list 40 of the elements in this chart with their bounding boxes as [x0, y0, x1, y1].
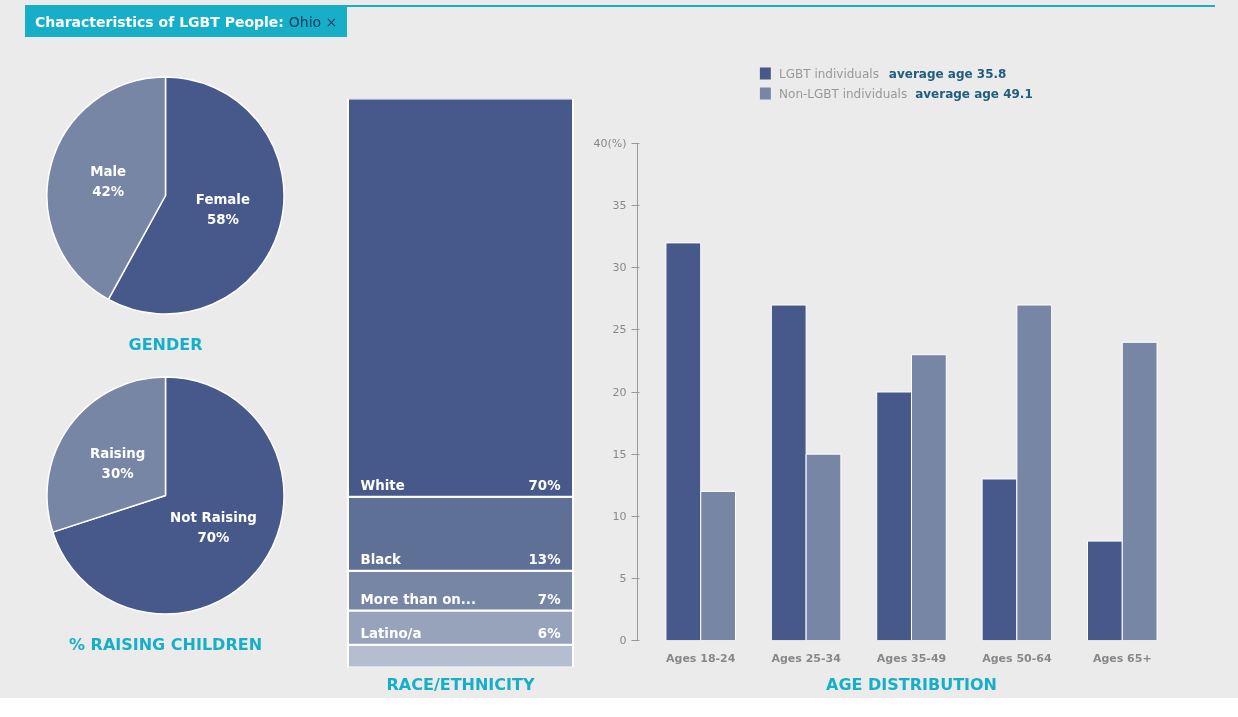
y-tick-label: 5 [619, 571, 627, 585]
text: % RAISING CHILDREN [68, 634, 263, 654]
y-tick-label: 30 [612, 261, 627, 275]
data-label: 30% [101, 465, 134, 481]
text: GENDER [128, 334, 203, 354]
y-tick-label: 15 [612, 447, 627, 461]
x-tick-label: Ages 18-24 [666, 651, 736, 665]
data-label: 70% [528, 478, 561, 494]
slice-label: Male [90, 164, 127, 180]
legend-label: Non-LGBT individuals [779, 86, 908, 101]
y-tick-label: 0 [619, 634, 627, 647]
y-tick-label: 35 [612, 199, 627, 213]
series-label: More than on... [360, 592, 476, 608]
text: average age 49.1 [915, 86, 1033, 101]
legend-label: LGBT individuals [779, 66, 879, 81]
x-tick-label: Ages 35-49 [876, 651, 947, 665]
series-label: White [360, 478, 405, 494]
series-label: Latino/a [360, 626, 422, 642]
text: AGE DISTRIBUTION [826, 674, 998, 694]
text: average age 35.8 [888, 66, 1007, 81]
data-label: 7% [537, 592, 561, 608]
x-tick-label: Ages 65+ [1092, 651, 1152, 665]
y-tick-label: 10 [612, 509, 627, 523]
data-label: 13% [528, 552, 561, 568]
x-tick-label: Ages 25-34 [771, 651, 842, 665]
y-tick-label: 20 [612, 385, 627, 399]
series-label: Black [360, 552, 403, 568]
text: Ohio × [288, 14, 338, 30]
text: RACE/ETHNICITY [386, 674, 535, 694]
data-label: 70% [197, 530, 230, 546]
slice-label: Not Raising [170, 510, 257, 526]
text: Characteristics of LGBT People: [35, 14, 284, 30]
slice-label: Raising [89, 445, 146, 461]
data-label: 6% [537, 626, 561, 642]
x-tick-label: Ages 50-64 [982, 651, 1052, 665]
y-tick-label: 40(%) [593, 137, 627, 150]
y-tick-label: 25 [612, 323, 627, 337]
data-label: 42% [92, 184, 125, 200]
slice-label: Female [195, 191, 250, 207]
data-label: 58% [206, 211, 239, 227]
